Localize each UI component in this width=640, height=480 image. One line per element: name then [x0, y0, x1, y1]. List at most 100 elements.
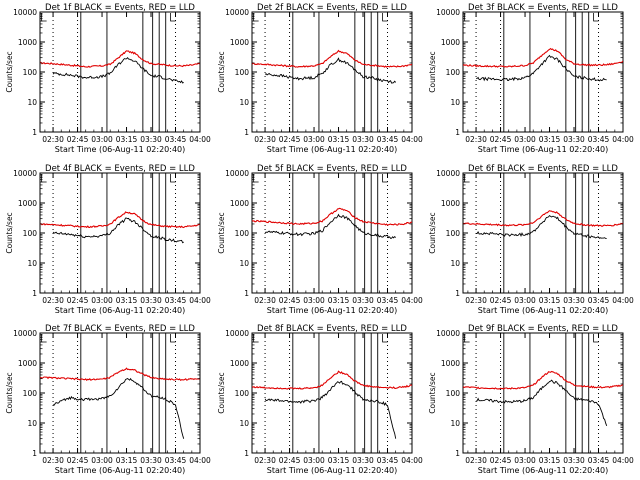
x-tick-label: 03:00 [303, 296, 325, 305]
y-tick-label: 10 [239, 419, 249, 428]
x-tick-label: 03:45 [165, 296, 187, 305]
y-tick-label: 10000 [436, 8, 460, 17]
x-tick-label: 03:45 [588, 296, 610, 305]
x-tick-label: 03:15 [328, 135, 350, 144]
corner-marker [593, 174, 599, 183]
corner-marker [170, 334, 176, 343]
x-tick-label: 03:30 [563, 135, 585, 144]
x-tick-label: 02:30 [254, 296, 276, 305]
y-axis-label: Counts/sec [428, 372, 437, 413]
events-series-line [52, 377, 185, 439]
panel-title: Det 7f BLACK = Events, RED = LLD [45, 324, 195, 334]
panel-title: Det 2f BLACK = Events, RED = LLD [257, 3, 407, 13]
y-axis-label: Counts/sec [5, 212, 14, 253]
y-tick-label: 1000 [441, 38, 460, 47]
x-tick-label: 04:00 [401, 135, 423, 144]
x-tick-label: 04:00 [401, 456, 423, 465]
x-tick-label: 03:00 [303, 135, 325, 144]
y-tick-label: 10 [239, 98, 249, 107]
x-tick-label: 04:00 [401, 296, 423, 305]
x-tick-label: 04:00 [612, 296, 634, 305]
x-tick-label: 04:00 [612, 456, 634, 465]
x-tick-label: 02:45 [490, 135, 512, 144]
y-tick-label: 10 [27, 419, 37, 428]
x-tick-label: 02:45 [490, 456, 512, 465]
corner-marker [593, 13, 599, 22]
panel-title: Det 8f BLACK = Events, RED = LLD [257, 324, 407, 334]
x-tick-label: 03:15 [116, 135, 138, 144]
x-tick-label: 04:00 [189, 456, 211, 465]
x-tick-label: 03:00 [91, 296, 113, 305]
x-tick-label: 03:15 [539, 456, 561, 465]
y-tick-label: 100 [235, 68, 250, 77]
x-tick-label: 03:00 [514, 296, 536, 305]
y-axis-label: Counts/sec [5, 372, 14, 413]
y-tick-label: 100 [23, 389, 38, 398]
x-tick-label: 02:30 [254, 135, 276, 144]
panel-title: Det 1f BLACK = Events, RED = LLD [45, 3, 195, 13]
x-tick-label: 03:45 [377, 296, 399, 305]
x-tick-label: 02:45 [279, 296, 301, 305]
events-series-line [264, 213, 397, 239]
y-tick-label: 10 [27, 98, 37, 107]
x-tick-label: 03:45 [377, 135, 399, 144]
events-series-line [476, 214, 607, 240]
x-tick-label: 02:45 [490, 296, 512, 305]
y-tick-label: 1 [455, 289, 460, 298]
x-tick-label: 02:45 [67, 456, 89, 465]
x-tick-label: 04:00 [189, 135, 211, 144]
detector-panel-1: 1 10 100 1000 10000 02:30 02:45 03:00 03:15 03:30… [5, 3, 211, 154]
x-tick-label: 03:15 [116, 296, 138, 305]
panel-title: Det 9f BLACK = Events, RED = LLD [468, 324, 618, 334]
corner-marker [382, 174, 388, 183]
detector-panel-7: 1 10 100 1000 10000 02:30 02:45 03:00 03:15 03:30… [5, 324, 211, 475]
x-tick-label: 04:00 [189, 296, 211, 305]
x-axis-label: Start Time (06-Aug-11 02:20:40) [55, 466, 186, 475]
lld-series-line [40, 50, 200, 68]
x-axis-label: Start Time (06-Aug-11 02:20:40) [267, 145, 398, 154]
detector-panel-8: 1 10 100 1000 10000 02:30 02:45 03:00 03:15 03:30… [217, 324, 423, 475]
x-tick-label: 04:00 [612, 135, 634, 144]
y-tick-label: 1 [32, 449, 37, 458]
y-tick-label: 10000 [13, 329, 37, 338]
x-axis-label: Start Time (06-Aug-11 02:20:40) [478, 145, 609, 154]
y-tick-label: 1000 [18, 38, 37, 47]
y-tick-label: 10000 [13, 169, 37, 178]
x-axis-label: Start Time (06-Aug-11 02:20:40) [55, 306, 186, 315]
y-tick-label: 1 [455, 128, 460, 137]
y-tick-label: 10000 [13, 8, 37, 17]
y-tick-label: 10 [450, 98, 460, 107]
lld-series-line [40, 211, 200, 229]
y-tick-label: 100 [446, 229, 461, 238]
y-tick-label: 10 [27, 259, 37, 268]
y-axis-label: Counts/sec [5, 51, 14, 92]
y-tick-label: 1 [244, 449, 249, 458]
x-tick-label: 03:00 [91, 135, 113, 144]
panel-title: Det 6f BLACK = Events, RED = LLD [468, 164, 618, 174]
y-tick-label: 10 [450, 259, 460, 268]
x-tick-label: 03:15 [328, 456, 350, 465]
events-series-line [264, 57, 397, 84]
y-tick-label: 1 [32, 128, 37, 137]
x-tick-label: 03:30 [140, 135, 162, 144]
y-tick-label: 1 [244, 289, 249, 298]
x-tick-label: 02:30 [254, 456, 276, 465]
x-tick-label: 03:45 [165, 456, 187, 465]
y-axis-label: Counts/sec [217, 51, 226, 92]
y-tick-label: 1000 [230, 38, 249, 47]
x-tick-label: 02:30 [42, 135, 64, 144]
events-series-line [52, 217, 184, 244]
x-tick-label: 02:45 [67, 135, 89, 144]
y-tick-label: 10000 [225, 169, 249, 178]
x-tick-label: 03:45 [588, 135, 610, 144]
lld-series-line [463, 210, 623, 227]
x-tick-label: 03:30 [352, 135, 374, 144]
y-tick-label: 1000 [441, 359, 460, 368]
x-tick-label: 03:00 [91, 456, 113, 465]
y-axis-label: Counts/sec [217, 372, 226, 413]
y-tick-label: 100 [446, 68, 461, 77]
plot-frame [462, 332, 624, 454]
lld-series-line [252, 370, 412, 390]
y-axis-label: Counts/sec [217, 212, 226, 253]
